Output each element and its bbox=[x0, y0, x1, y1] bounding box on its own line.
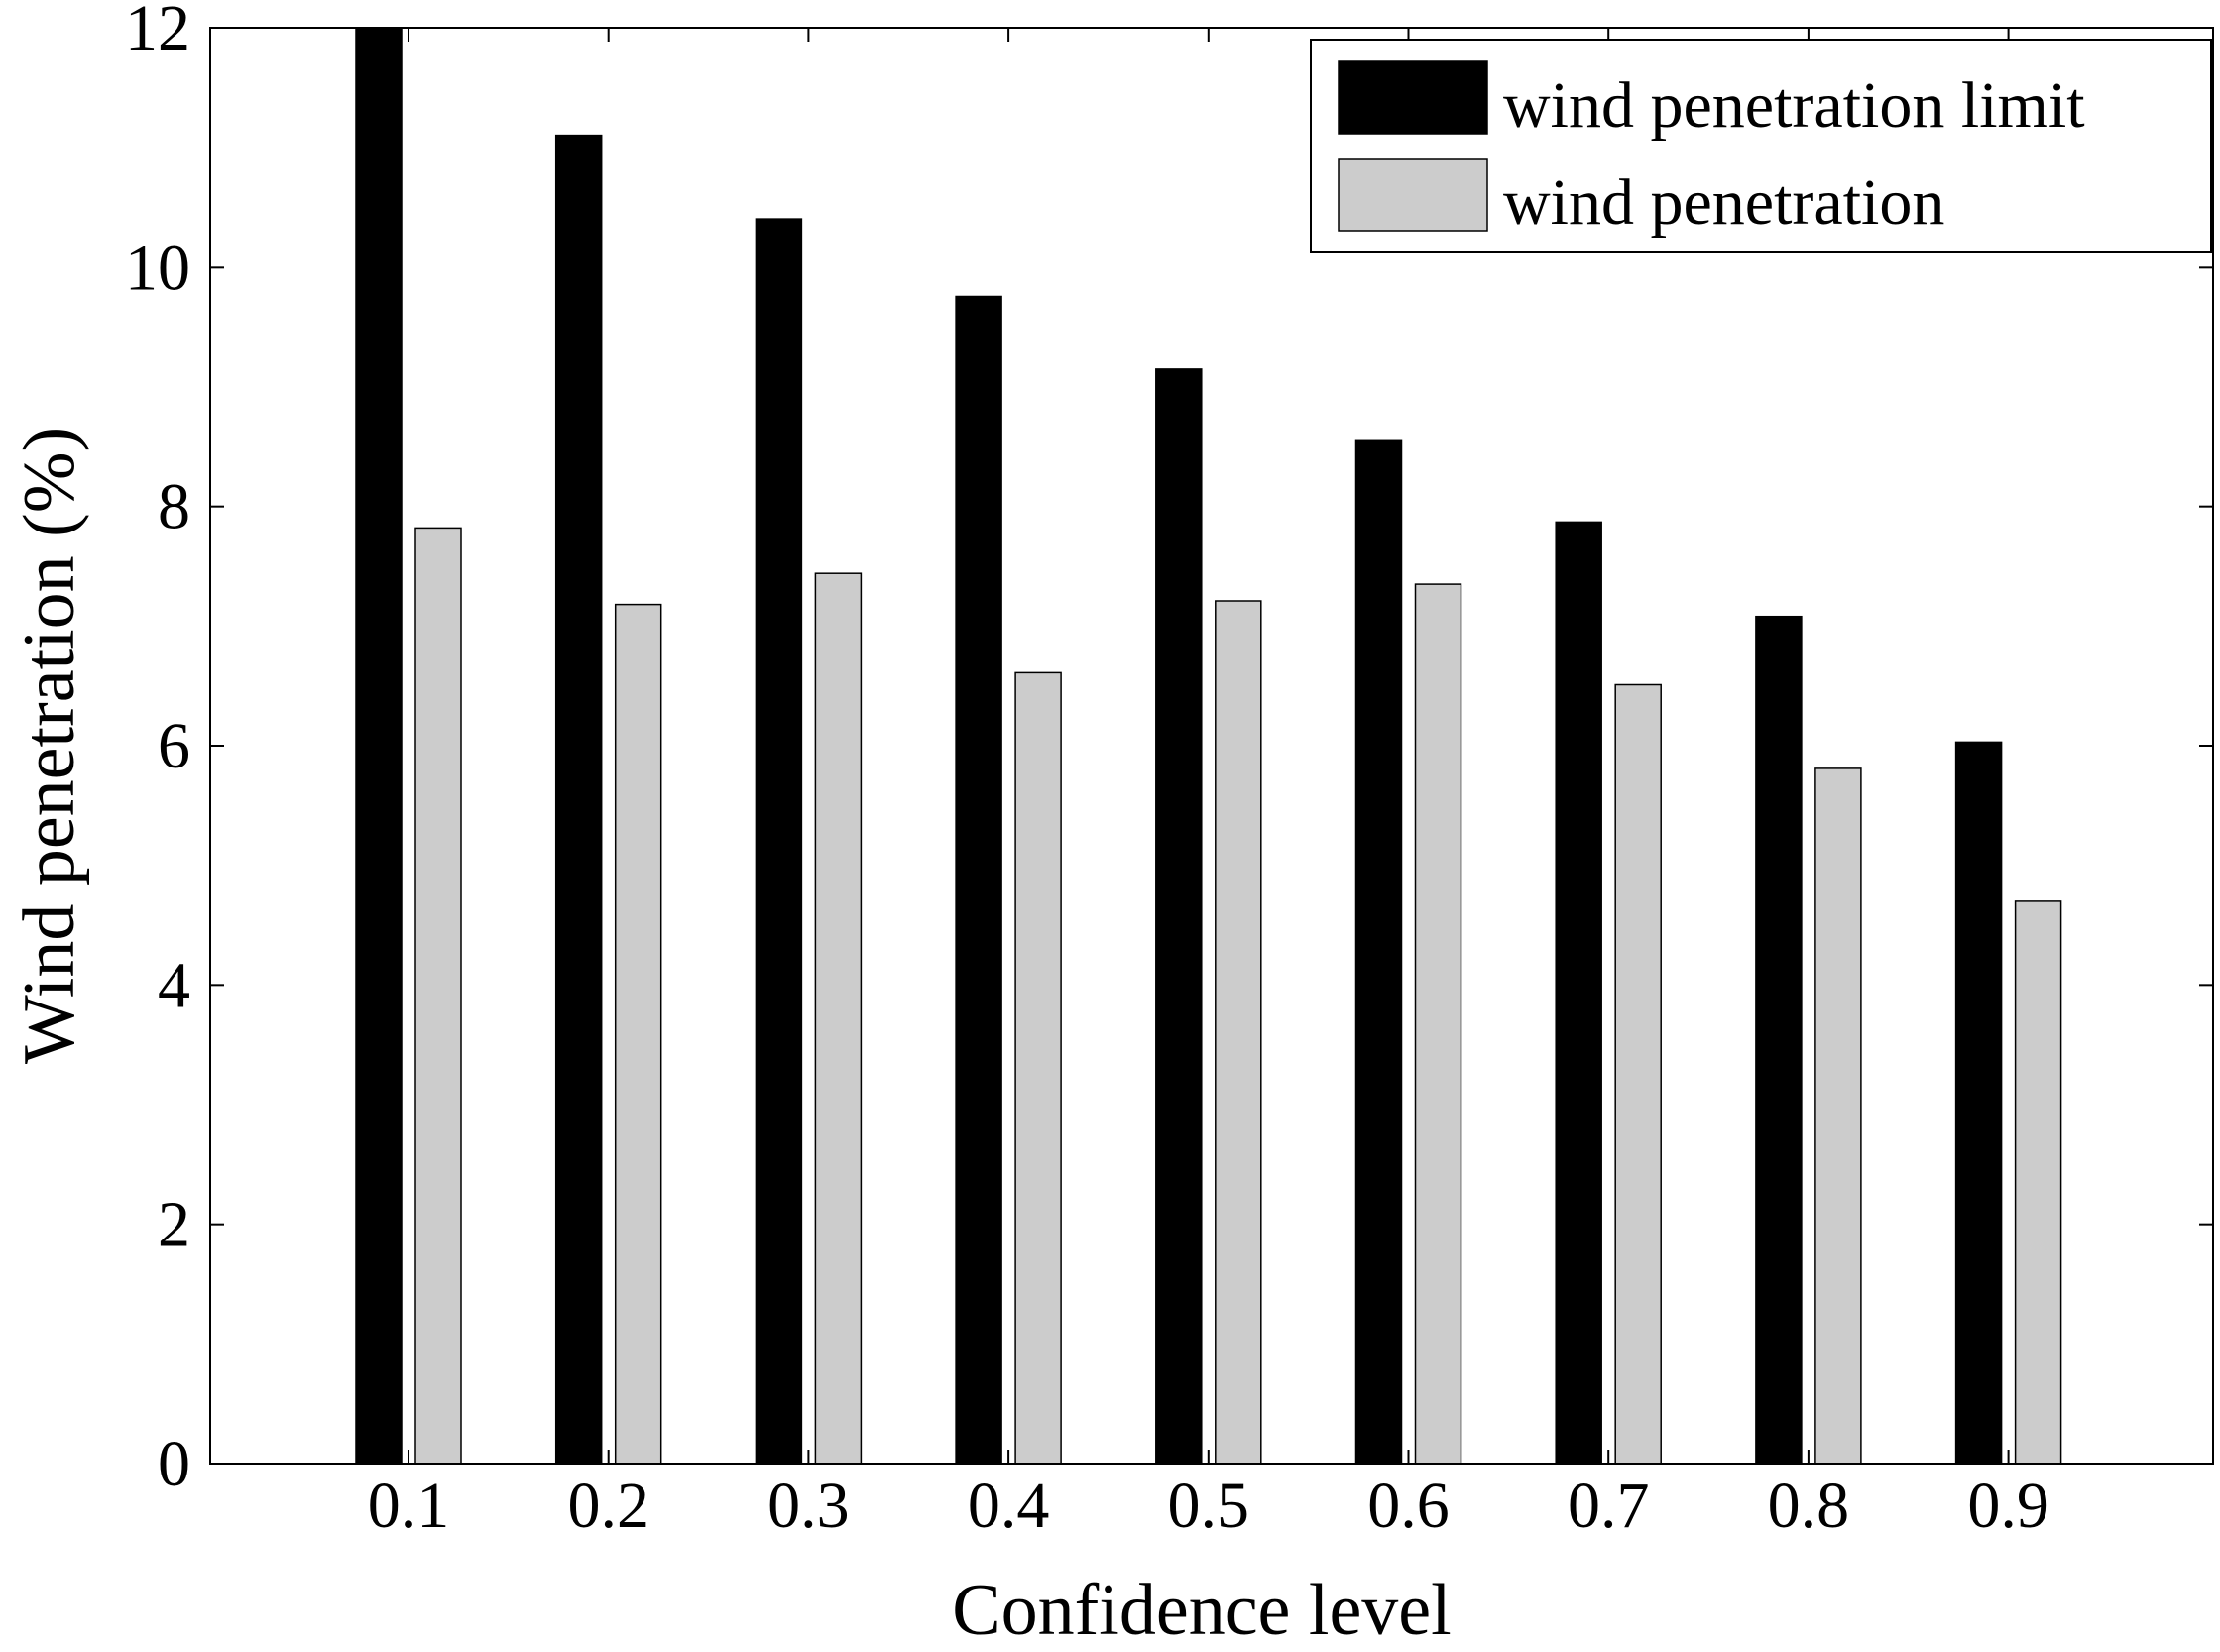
y-axis-title: Wind penetration (%) bbox=[9, 427, 90, 1064]
x-tick-label: 0.7 bbox=[1568, 1470, 1650, 1542]
y-tick-label: 4 bbox=[158, 949, 190, 1021]
bar-penetration-0.1 bbox=[414, 527, 462, 1465]
bar-limit-0.8 bbox=[1755, 615, 1803, 1465]
legend: wind penetration limit wind penetration bbox=[1310, 39, 2212, 253]
bar-penetration-0.7 bbox=[1614, 683, 1662, 1465]
y-tick-label: 10 bbox=[125, 231, 190, 303]
bar-limit-0.6 bbox=[1354, 439, 1403, 1465]
x-tick-label: 0.4 bbox=[968, 1470, 1050, 1542]
bar-penetration-0.8 bbox=[1814, 767, 1862, 1465]
bar-penetration-0.3 bbox=[814, 572, 863, 1465]
bar-limit-0.3 bbox=[755, 218, 803, 1465]
bar-limit-0.9 bbox=[1954, 741, 2003, 1465]
bar-limit-0.7 bbox=[1555, 521, 1602, 1465]
bar-limit-0.1 bbox=[355, 27, 403, 1465]
x-tick-label: 0.6 bbox=[1367, 1470, 1450, 1542]
y-tick-label: 0 bbox=[158, 1428, 190, 1500]
x-tick-label: 0.2 bbox=[567, 1470, 649, 1542]
y-tick-label: 2 bbox=[158, 1189, 190, 1261]
legend-label-penetration: wind penetration bbox=[1503, 167, 1944, 239]
legend-swatch-limit bbox=[1338, 60, 1488, 135]
bar-limit-0.4 bbox=[955, 295, 1002, 1465]
bar-penetration-0.4 bbox=[1014, 671, 1062, 1465]
bar-limit-0.2 bbox=[554, 134, 603, 1465]
bar-penetration-0.6 bbox=[1414, 583, 1462, 1465]
y-tick-label: 12 bbox=[125, 0, 190, 64]
bars-layer bbox=[355, 27, 2062, 1465]
x-tick-label: 0.5 bbox=[1168, 1470, 1250, 1542]
bar-limit-0.5 bbox=[1155, 368, 1203, 1465]
bar-penetration-0.5 bbox=[1215, 600, 1262, 1465]
y-tick-label: 6 bbox=[158, 710, 190, 782]
x-tick-label: 0.8 bbox=[1768, 1470, 1850, 1542]
legend-label-limit: wind penetration limit bbox=[1503, 69, 2085, 142]
legend-swatch-penetration bbox=[1338, 158, 1488, 232]
x-tick-label: 0.1 bbox=[368, 1470, 450, 1542]
ticks-layer: 0.1 0.2 0.3 0.4 0.5 0.6 0.7 0.8 0.9 0 2 4 6 8 10 12 bbox=[125, 0, 2213, 1542]
bar-penetration-0.2 bbox=[614, 603, 662, 1465]
y-tick-label: 8 bbox=[158, 471, 190, 543]
x-tick-label: 0.9 bbox=[1967, 1470, 2049, 1542]
x-axis-title: Confidence level bbox=[952, 1570, 1451, 1647]
bar-penetration-0.9 bbox=[2014, 900, 2062, 1465]
x-tick-label: 0.3 bbox=[767, 1470, 850, 1542]
